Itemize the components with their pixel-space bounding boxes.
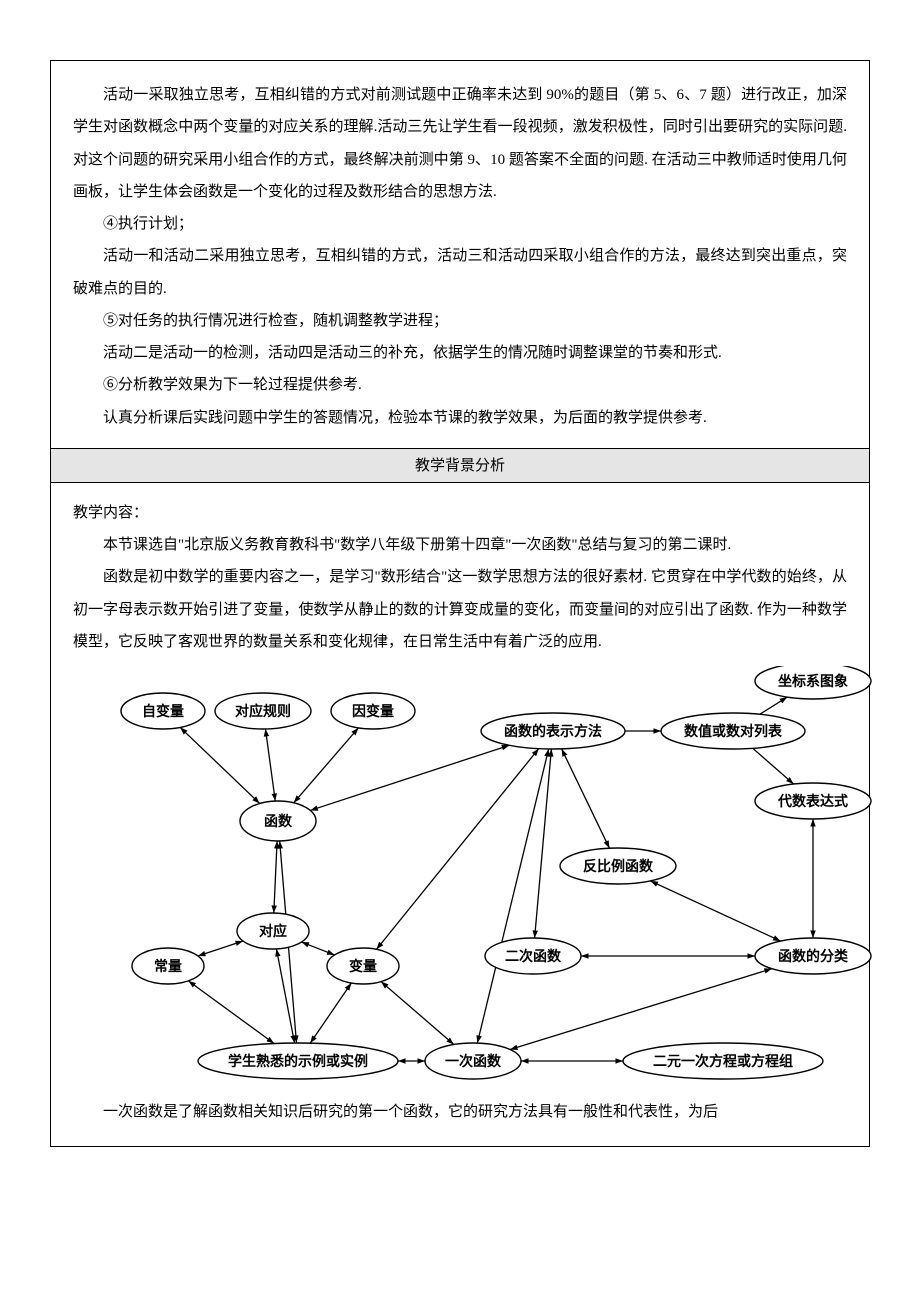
- top-section: 活动一采取独立思考，互相纠错的方式对前测试题中正确率未达到 90%的题目（第 5…: [51, 61, 869, 448]
- svg-text:函数的分类: 函数的分类: [778, 948, 849, 964]
- paragraph: 活动一采取独立思考，互相纠错的方式对前测试题中正确率未达到 90%的题目（第 5…: [73, 79, 847, 208]
- section-header: 教学背景分析: [51, 448, 869, 483]
- svg-text:对应: 对应: [259, 923, 287, 939]
- svg-text:对应规则: 对应规则: [235, 703, 291, 719]
- svg-text:变量: 变量: [349, 958, 377, 974]
- svg-text:反比例函数: 反比例函数: [583, 858, 654, 874]
- paragraph: ⑥分析教学效果为下一轮过程提供参考.: [73, 369, 847, 401]
- paragraph: 本节课选自"北京版义务教育教科书"数学八年级下册第十四章"一次函数"总结与复习的…: [73, 529, 847, 561]
- svg-text:函数的表示方法: 函数的表示方法: [504, 723, 602, 739]
- svg-text:学生熟悉的示例或实例: 学生熟悉的示例或实例: [228, 1053, 368, 1069]
- svg-text:坐标系图象: 坐标系图象: [778, 673, 848, 689]
- paragraph: 活动一和活动二采用独立思考，互相纠错的方式，活动三和活动四采取小组合作的方法，最…: [73, 240, 847, 305]
- paragraph: 认真分析课后实践问题中学生的答题情况，检验本节课的教学效果，为后面的教学提供参考…: [73, 402, 847, 434]
- paragraph: 函数是初中数学的重要内容之一，是学习"数形结合"这一数学思想方法的很好素材. 它…: [73, 561, 847, 658]
- svg-text:常量: 常量: [154, 958, 182, 974]
- concept-map: 自变量 对应规则 因变量函数的表示方法 数值或数对列表 坐标系图象代数表达式函数反比例函…: [73, 666, 847, 1096]
- svg-text:函数: 函数: [264, 813, 293, 829]
- svg-text:代数表达式: 代数表达式: [777, 793, 848, 809]
- svg-text:二次函数: 二次函数: [505, 948, 562, 964]
- paragraph: ⑤对任务的执行情况进行检查，随机调整教学进程；: [73, 305, 847, 337]
- page: 活动一采取独立思考，互相纠错的方式对前测试题中正确率未达到 90%的题目（第 5…: [0, 0, 920, 1187]
- content-section: 教学内容： 本节课选自"北京版义务教育教科书"数学八年级下册第十四章"一次函数"…: [51, 483, 869, 1147]
- paragraph: 一次函数是了解函数相关知识后研究的第一个函数，它的研究方法具有一般性和代表性，为…: [73, 1096, 847, 1128]
- paragraph: ④执行计划；: [73, 208, 847, 240]
- content-label: 教学内容：: [73, 497, 847, 529]
- svg-text:数值或数对列表: 数值或数对列表: [684, 723, 783, 739]
- paragraph: 活动二是活动一的检测，活动四是活动三的补充，依据学生的情况随时调整课堂的节奏和形…: [73, 337, 847, 369]
- svg-text:一次函数: 一次函数: [445, 1053, 502, 1069]
- svg-text:自变量: 自变量: [142, 703, 184, 719]
- concept-map-svg: 自变量 对应规则 因变量函数的表示方法 数值或数对列表 坐标系图象代数表达式函数反比例函…: [73, 666, 873, 1096]
- document-box: 活动一采取独立思考，互相纠错的方式对前测试题中正确率未达到 90%的题目（第 5…: [50, 60, 870, 1147]
- svg-text:因变量: 因变量: [352, 703, 394, 719]
- svg-text:二元一次方程或方程组: 二元一次方程或方程组: [653, 1053, 793, 1069]
